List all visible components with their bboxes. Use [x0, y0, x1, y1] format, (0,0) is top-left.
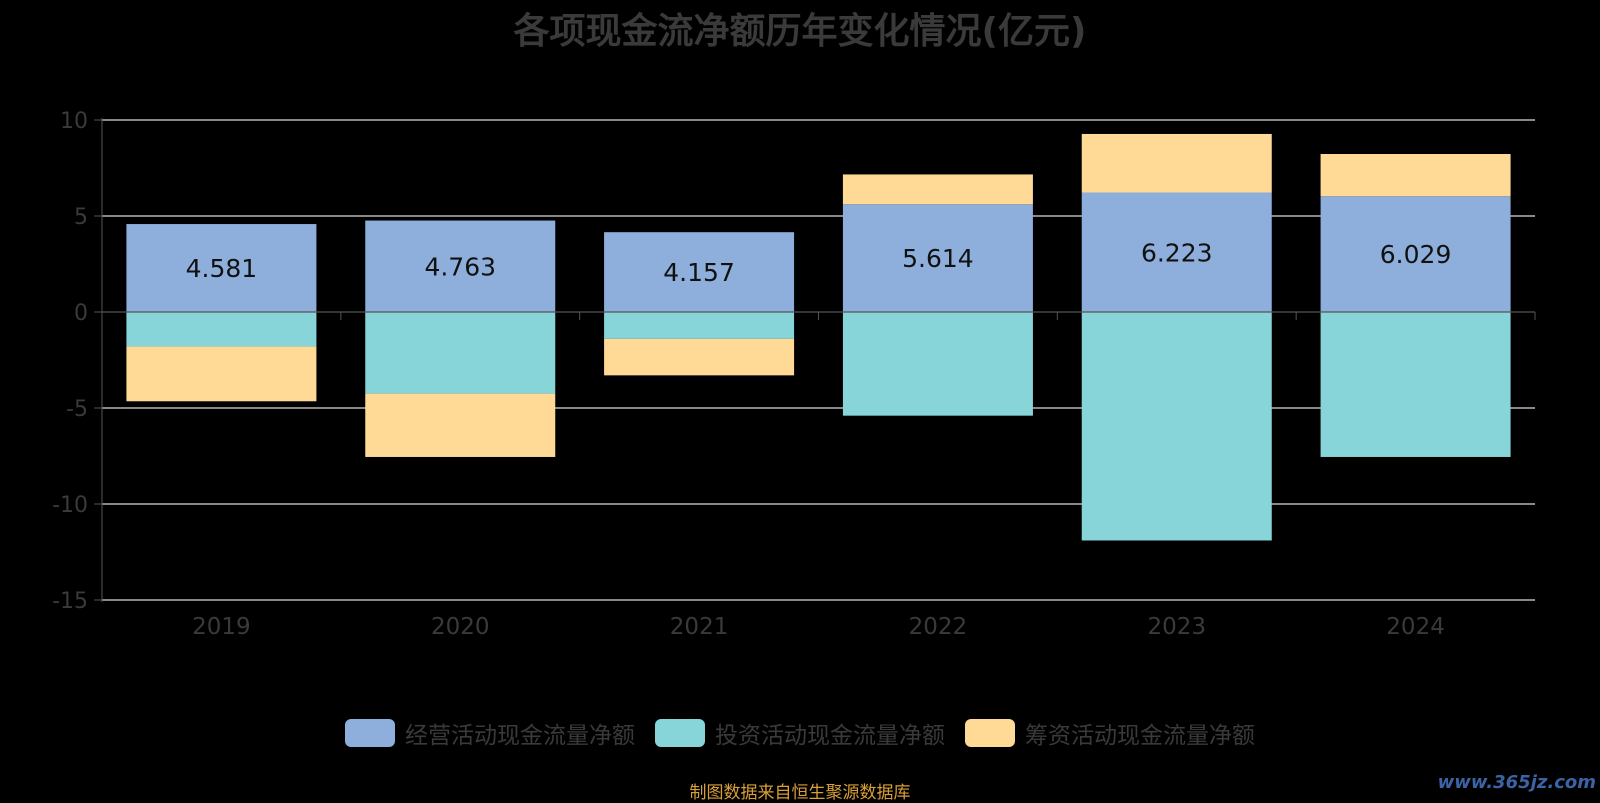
y-axis-ticks: 10 5 0 -5 -10 -15 — [52, 109, 102, 614]
bar-2022-series-1 — [842, 312, 1033, 416]
legend-item-2[interactable]: 筹资活动现金流量净额 — [965, 716, 1255, 750]
bar-2019-series-1 — [126, 312, 317, 347]
legend: 经营活动现金流量净额 投资活动现金流量净额 筹资活动现金流量净额 — [0, 716, 1600, 750]
bar-2021-series-0 — [604, 232, 795, 312]
source-note: 制图数据来自恒生聚源数据库 — [689, 783, 911, 803]
bar-2022-series-0 — [842, 204, 1033, 312]
x-tick-label: 2022 — [909, 614, 968, 640]
bars — [126, 133, 1511, 541]
bar-2020-series-0 — [365, 220, 556, 312]
bar-2024-series-0 — [1320, 196, 1511, 312]
bar-2024-series-2 — [1320, 154, 1511, 197]
y-tick-label: -5 — [66, 397, 88, 422]
x-tick-label: 2020 — [431, 614, 490, 640]
data-label-2024: 6.029 — [1380, 240, 1452, 269]
x-tick-label: 2023 — [1147, 614, 1206, 640]
y-tick-label: 5 — [74, 205, 88, 230]
bar-2023-series-2 — [1081, 133, 1272, 193]
x-tick-label: 2021 — [670, 614, 729, 640]
y-tick-label: 10 — [60, 109, 88, 134]
bar-2020-series-2 — [365, 393, 556, 457]
data-label-2021: 4.157 — [663, 258, 735, 287]
bar-2022-series-2 — [842, 174, 1033, 205]
legend-item-1[interactable]: 投资活动现金流量净额 — [655, 716, 945, 750]
bar-2021-series-1 — [604, 312, 795, 339]
x-tick-label: 2024 — [1386, 614, 1445, 640]
bar-2023-series-1 — [1081, 312, 1272, 541]
legend-swatch — [345, 719, 395, 747]
legend-label: 投资活动现金流量净额 — [715, 723, 945, 749]
stacked-bar-chart: 10 5 0 -5 -10 -15 4.581 4.763 4.157 5.614 6.223 6.… — [52, 109, 1536, 640]
bar-2021-series-2 — [604, 338, 795, 376]
bar-2020-series-1 — [365, 312, 556, 394]
chart-title: 各项现金流净额历年变化情况(亿元) — [513, 11, 1087, 52]
legend-label: 经营活动现金流量净额 — [405, 723, 635, 749]
bar-2023-series-0 — [1081, 192, 1272, 312]
data-label-2022: 5.614 — [902, 244, 974, 273]
legend-item-0[interactable]: 经营活动现金流量净额 — [345, 716, 635, 750]
bar-2019-series-2 — [126, 346, 317, 402]
data-label-2019: 4.581 — [186, 254, 258, 283]
data-labels: 4.581 4.763 4.157 5.614 6.223 6.029 — [186, 238, 1452, 287]
legend-label: 筹资活动现金流量净额 — [1025, 723, 1255, 749]
bar-2024-series-1 — [1320, 312, 1511, 457]
legend-swatch — [965, 719, 1015, 747]
legend-swatch — [655, 719, 705, 747]
x-axis — [101, 118, 1536, 602]
watermark: www.365jz.com — [1437, 772, 1596, 793]
y-tick-label: 0 — [74, 301, 88, 326]
data-label-2020: 4.763 — [424, 252, 496, 281]
bar-2019-series-0 — [126, 224, 317, 312]
y-tick-label: -10 — [52, 493, 88, 518]
x-axis-ticks: 2019 2020 2021 2022 2023 2024 — [192, 614, 1445, 640]
data-label-2023: 6.223 — [1141, 238, 1213, 267]
grid-lines — [102, 119, 1535, 601]
x-tick-label: 2019 — [192, 614, 251, 640]
y-tick-label: -15 — [52, 589, 88, 614]
